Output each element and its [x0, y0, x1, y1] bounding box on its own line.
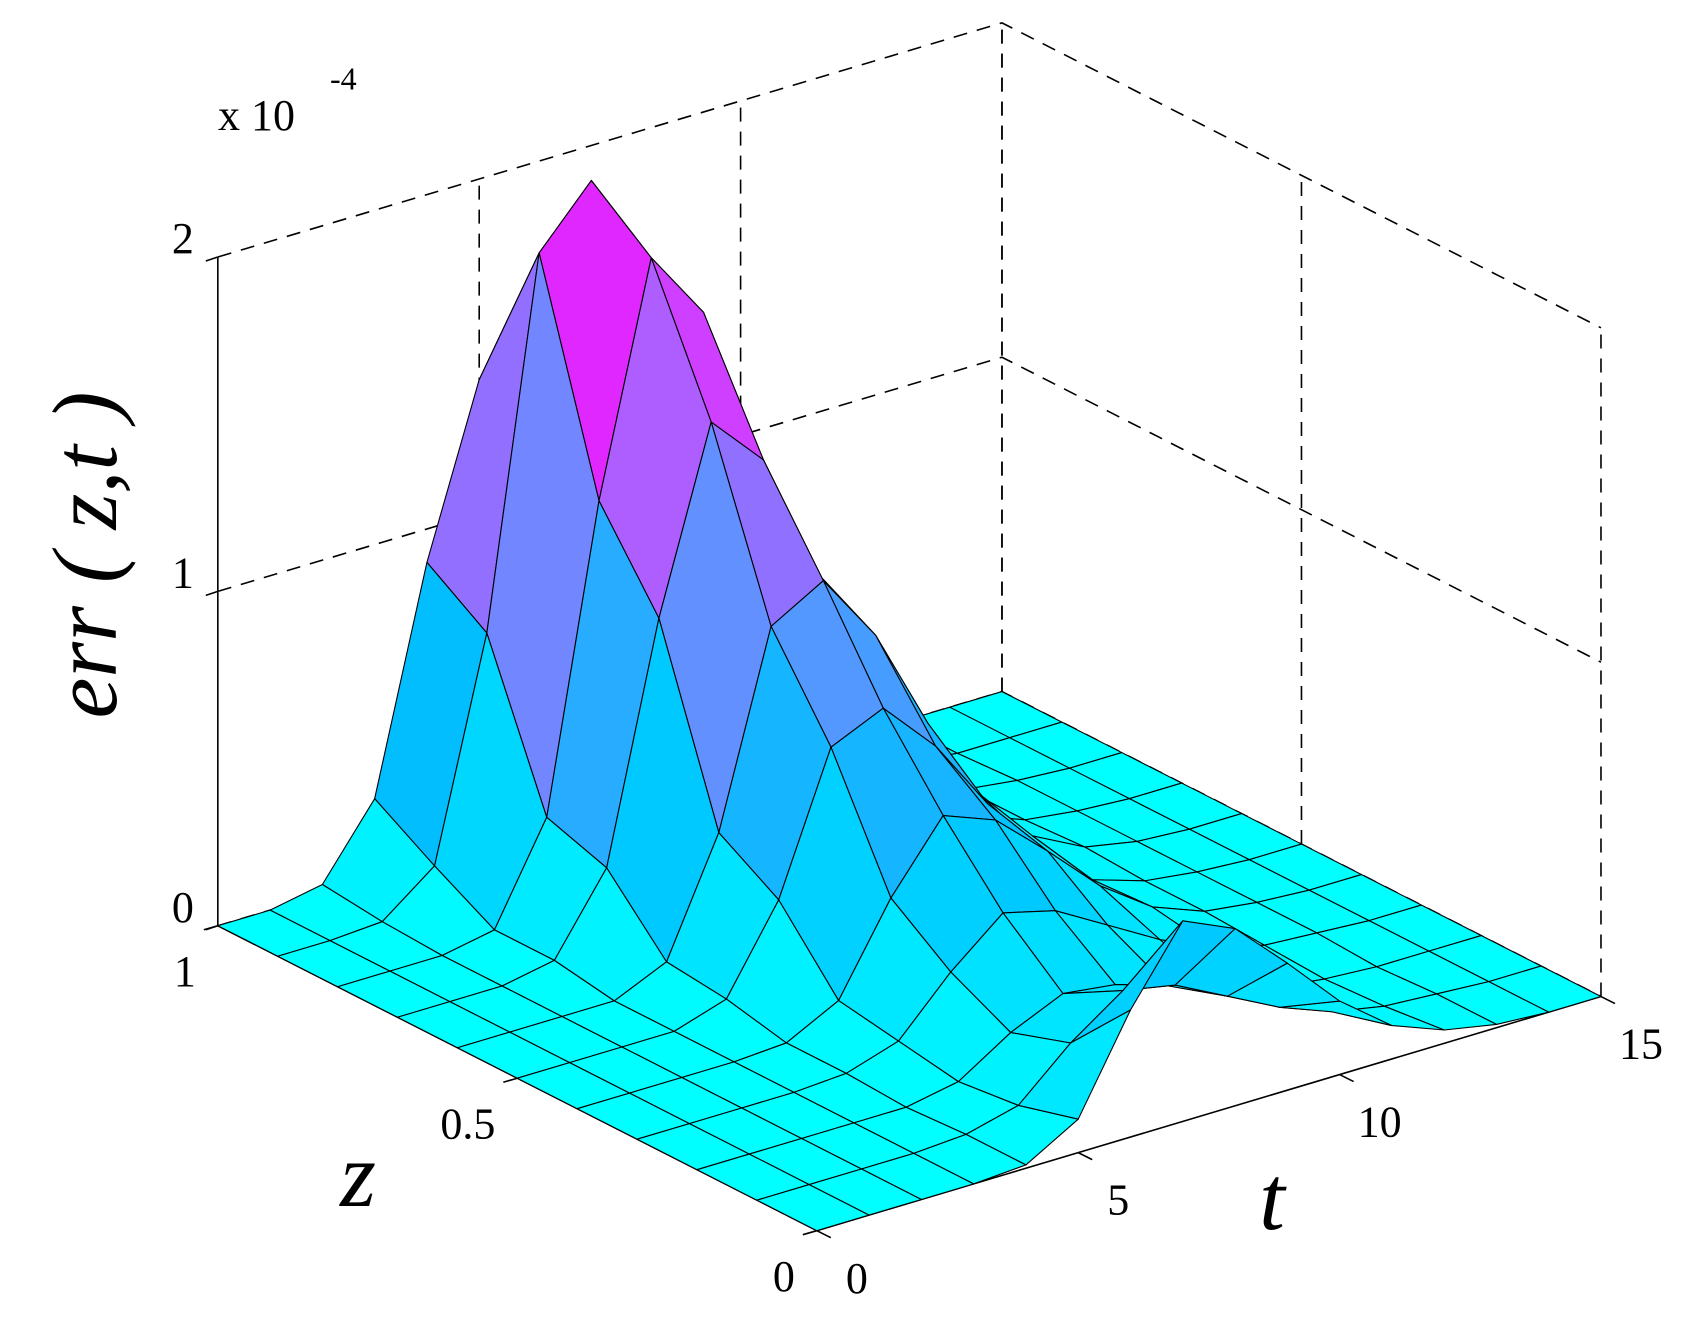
x-tick-label: 15 — [1619, 1020, 1663, 1069]
tick-mark — [1600, 995, 1616, 1005]
y-tick-label: 0.5 — [440, 1099, 495, 1148]
z-tick-label: 2 — [172, 214, 194, 263]
tick-mark — [205, 256, 219, 262]
tick-mark — [1339, 1073, 1354, 1083]
x-axis-label: t — [1259, 1147, 1287, 1249]
x-tick-label: 10 — [1358, 1098, 1402, 1147]
x-tick-label: 5 — [1107, 1176, 1129, 1225]
tick-mark — [1077, 1151, 1093, 1161]
tick-mark — [816, 1229, 832, 1239]
y-tick-label: 0 — [773, 1252, 795, 1301]
tick-mark — [503, 1077, 518, 1083]
tick-mark — [205, 590, 219, 597]
multiplier: x 10 — [218, 91, 295, 140]
tick-mark — [802, 1229, 818, 1236]
z-axis-label: err ( z,t ) — [34, 391, 136, 718]
y-axis-label: z — [338, 1124, 376, 1226]
x-tick-label: 0 — [846, 1254, 868, 1303]
multiplier-exponent: -4 — [330, 60, 357, 96]
y-tick-label: 1 — [174, 947, 196, 996]
grid-line — [217, 22, 1602, 329]
surface-patch — [756, 1184, 870, 1232]
tick-mark — [203, 924, 219, 931]
z-tick-label: 1 — [172, 548, 194, 597]
z-tick-label: 0 — [172, 883, 194, 932]
